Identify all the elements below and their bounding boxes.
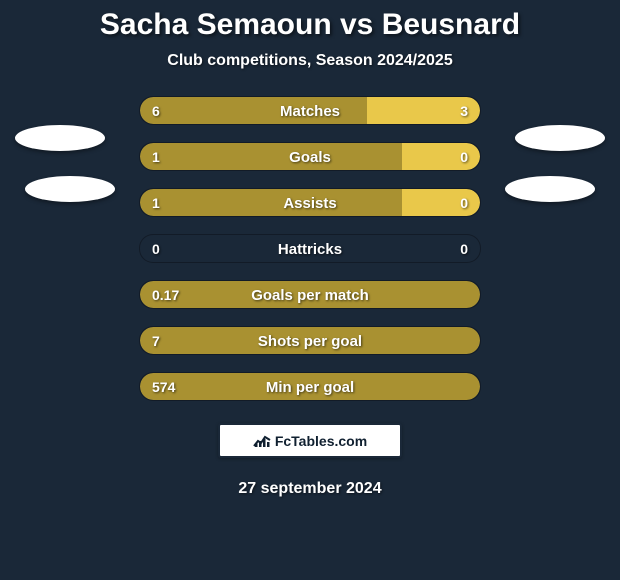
stat-track: Hattricks0 0 <box>139 234 481 263</box>
stat-fill-left <box>140 189 402 216</box>
stat-fill-left <box>140 373 480 400</box>
stat-row: Goals10 <box>0 142 620 171</box>
page-subtitle: Club competitions, Season 2024/2025 <box>167 52 452 70</box>
stat-value-right: 0 <box>460 143 468 171</box>
stat-value-left: 1 <box>152 189 160 217</box>
stat-value-right: 0 <box>460 235 468 263</box>
footer-date: 27 september 2024 <box>238 480 381 498</box>
stat-fill-left <box>140 281 480 308</box>
comparison-infographic: Sacha Semaoun vs Beusnard Club competiti… <box>0 0 620 580</box>
stat-track: Matches63 <box>139 96 481 125</box>
stat-track: Goals10 <box>139 142 481 171</box>
stat-value-right: 0 <box>460 189 468 217</box>
stat-fill-right <box>402 143 480 170</box>
stat-row: Assists10 <box>0 188 620 217</box>
stat-track: Assists10 <box>139 188 481 217</box>
stat-row: Shots per goal7 <box>0 326 620 355</box>
stat-track: Goals per match0.17 <box>139 280 481 309</box>
stat-value-left: 6 <box>152 97 160 125</box>
stat-fill-right <box>402 189 480 216</box>
page-title: Sacha Semaoun vs Beusnard <box>100 8 520 42</box>
stat-row: Hattricks0 0 <box>0 234 620 263</box>
bars-area: Matches63Goals10Assists10Hattricks00Goal… <box>0 96 620 401</box>
stat-fill-left <box>140 97 367 124</box>
stat-track: Shots per goal7 <box>139 326 481 355</box>
source-badge: FcTables.com <box>218 423 402 458</box>
stat-label: Hattricks <box>140 235 480 263</box>
stat-value-left: 1 <box>152 143 160 171</box>
stat-track: Min per goal574 <box>139 372 481 401</box>
stat-fill-left <box>140 327 480 354</box>
stat-value-left: 7 <box>152 327 160 355</box>
stat-value-left: 0.17 <box>152 281 179 309</box>
stat-row: Min per goal574 <box>0 372 620 401</box>
stat-value-right: 3 <box>460 97 468 125</box>
stat-value-left: 574 <box>152 373 175 401</box>
chart-icon <box>253 434 271 448</box>
stat-row: Matches63 <box>0 96 620 125</box>
stat-fill-left <box>140 143 402 170</box>
source-badge-text: FcTables.com <box>275 433 367 449</box>
stat-value-left: 0 <box>152 235 160 263</box>
stat-row: Goals per match0.17 <box>0 280 620 309</box>
